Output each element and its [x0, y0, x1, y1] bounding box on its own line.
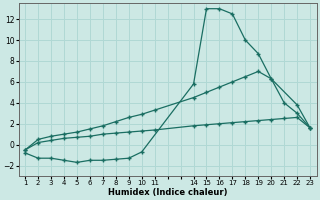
X-axis label: Humidex (Indice chaleur): Humidex (Indice chaleur) [108, 188, 228, 197]
